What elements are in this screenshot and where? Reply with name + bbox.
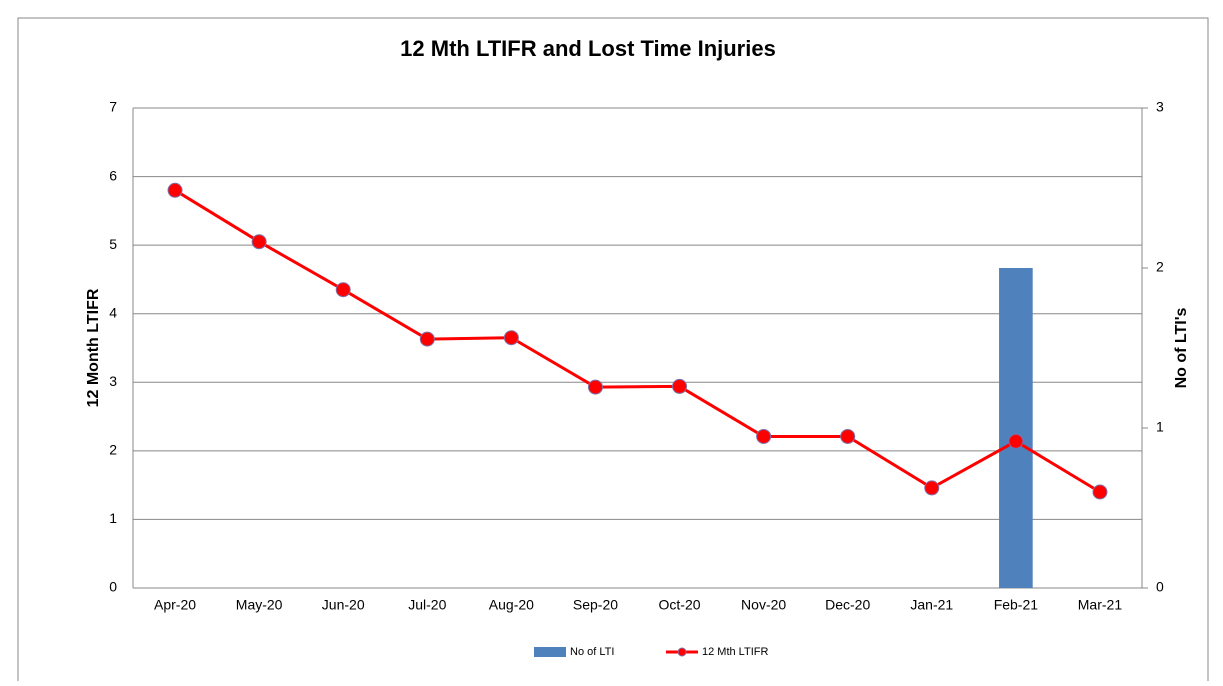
marker [840, 428, 856, 444]
marker [672, 378, 688, 394]
x-tick-label: Jun-20 [322, 597, 365, 613]
x-tick-label: Nov-20 [741, 597, 786, 613]
marker [756, 428, 772, 444]
marker [503, 330, 519, 346]
marker [419, 331, 435, 347]
y-tick-label: 6 [109, 167, 117, 183]
x-tick-label: Feb-21 [994, 597, 1039, 613]
y-tick-label: 4 [109, 304, 117, 320]
chart-title: 12 Mth LTIFR and Lost Time Injuries [400, 36, 776, 61]
legend-label: 12 Mth LTIFR [702, 646, 768, 658]
x-tick-label: Jan-21 [910, 597, 953, 613]
y-tick-label: 7 [109, 99, 117, 115]
x-tick-label: Sep-20 [573, 597, 618, 613]
x-tick-label: Oct-20 [659, 597, 701, 613]
line [174, 189, 1101, 494]
y2-tick-label: 0 [1156, 579, 1164, 595]
y-axis-title: 12 Month LTIFR [85, 288, 102, 407]
marker [335, 282, 351, 298]
y2-tick-label: 2 [1156, 259, 1164, 275]
marker [587, 379, 603, 395]
legend-swatch [534, 647, 566, 657]
x-tick-label: Dec-20 [825, 597, 870, 613]
chart-frame [17, 17, 1209, 686]
y2-tick-label: 1 [1156, 419, 1164, 435]
x-tick-label: Mar-21 [1078, 597, 1123, 613]
marker [1092, 484, 1108, 500]
legend-swatch [677, 647, 687, 657]
y2-tick-label: 3 [1156, 99, 1164, 115]
legend-label: No of LTI [570, 646, 614, 658]
x-tick-label: May-20 [236, 597, 283, 613]
marker [251, 234, 267, 250]
marker [924, 480, 940, 496]
x-tick-label: Apr-20 [154, 597, 196, 613]
bar [999, 268, 1033, 588]
y-tick-label: 3 [109, 373, 117, 389]
y-tick-label: 0 [109, 579, 117, 595]
marker [167, 182, 183, 198]
y-tick-label: 2 [109, 442, 117, 458]
x-tick-label: Aug-20 [489, 597, 534, 613]
marker [1008, 433, 1024, 449]
x-tick-label: Jul-20 [408, 597, 446, 613]
y2-axis-title: No of LTI's [1173, 307, 1190, 388]
y-tick-label: 1 [109, 510, 117, 526]
y-tick-label: 5 [109, 236, 117, 252]
